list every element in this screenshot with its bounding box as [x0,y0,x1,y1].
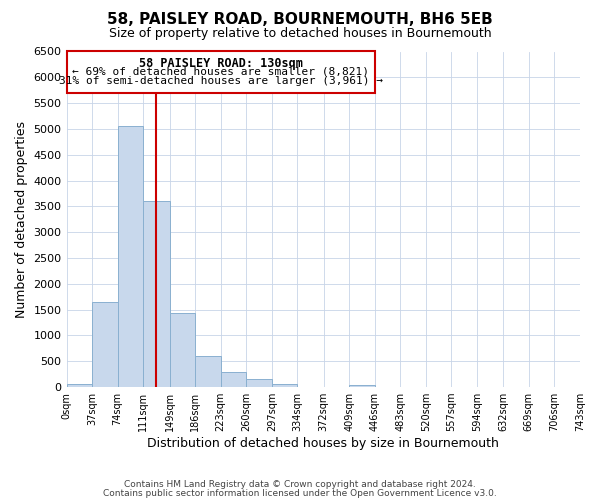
Bar [118,126,143,387]
Bar [67,384,92,387]
Bar [92,302,118,387]
X-axis label: Distribution of detached houses by size in Bournemouth: Distribution of detached houses by size … [148,437,499,450]
Text: 58, PAISLEY ROAD, BOURNEMOUTH, BH6 5EB: 58, PAISLEY ROAD, BOURNEMOUTH, BH6 5EB [107,12,493,28]
Text: Size of property relative to detached houses in Bournemouth: Size of property relative to detached ho… [109,28,491,40]
Text: Contains public sector information licensed under the Open Government Licence v3: Contains public sector information licen… [103,488,497,498]
Bar [143,201,170,387]
Text: ← 69% of detached houses are smaller (8,821): ← 69% of detached houses are smaller (8,… [72,66,369,76]
FancyBboxPatch shape [67,52,375,93]
Bar [221,372,246,387]
Bar [272,384,298,387]
Text: 31% of semi-detached houses are larger (3,961) →: 31% of semi-detached houses are larger (… [59,76,383,86]
Text: 58 PAISLEY ROAD: 130sqm: 58 PAISLEY ROAD: 130sqm [139,57,302,70]
Bar [195,356,221,387]
Text: Contains HM Land Registry data © Crown copyright and database right 2024.: Contains HM Land Registry data © Crown c… [124,480,476,489]
Y-axis label: Number of detached properties: Number of detached properties [15,121,28,318]
Bar [170,314,195,387]
Bar [246,380,272,387]
Bar [349,384,375,387]
